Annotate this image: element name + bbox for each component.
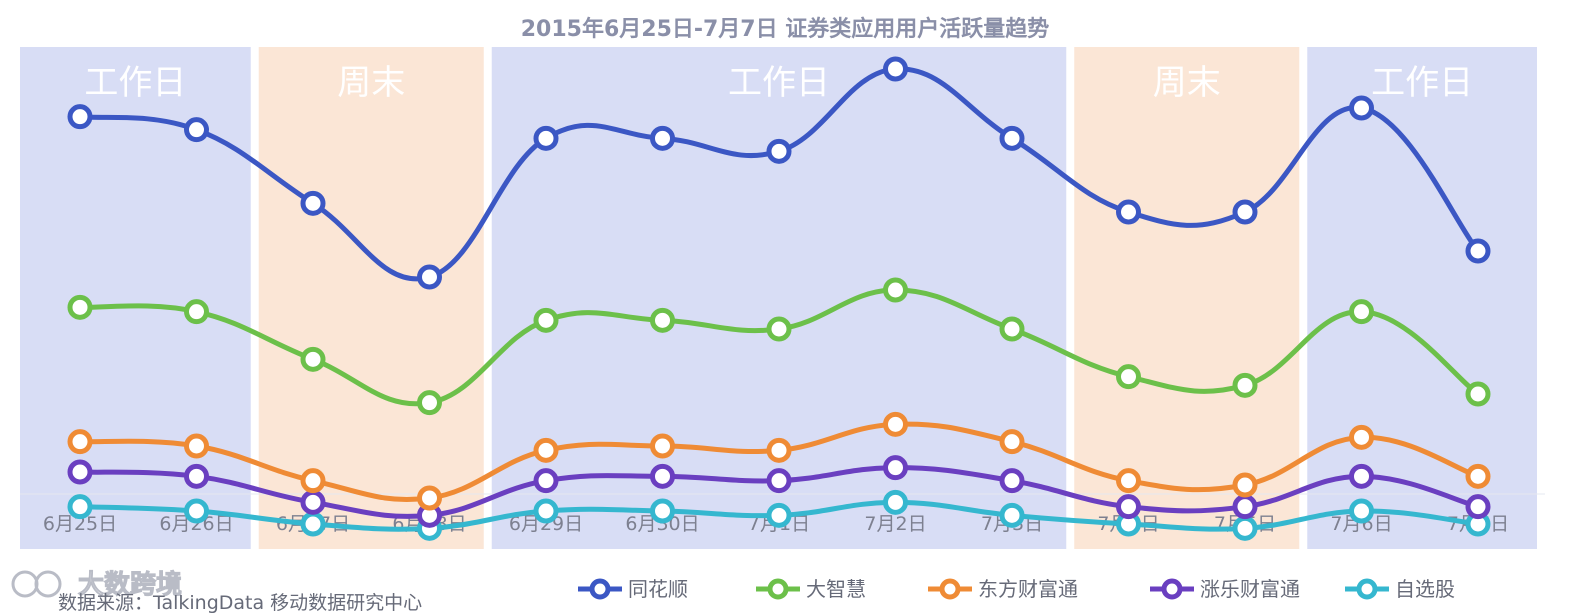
legend-label: 同花顺 — [628, 577, 688, 601]
data-point — [1232, 472, 1258, 498]
data-point — [766, 502, 792, 528]
data-point — [999, 125, 1025, 151]
data-point — [1465, 381, 1491, 407]
data-point — [1465, 494, 1491, 520]
data-point — [67, 294, 93, 320]
legend-label: 涨乐财富通 — [1200, 577, 1300, 601]
chart-title: 2015年6月25日-7月7日 证券类应用用户活跃量趋势 — [521, 16, 1050, 42]
band-label-3: 周末 — [1153, 63, 1221, 103]
data-point — [1232, 494, 1258, 520]
data-point — [184, 463, 209, 489]
data-point — [184, 498, 209, 524]
data-point — [1116, 364, 1141, 390]
data-point — [883, 277, 908, 303]
legend-label: 自选股 — [1395, 577, 1455, 601]
data-point — [650, 498, 675, 524]
data-point — [300, 468, 326, 494]
data-point — [67, 429, 93, 455]
legend: 同花顺 大智慧 东方财富通 涨乐财富通 自选股 — [578, 577, 1455, 601]
data-point — [766, 316, 792, 342]
data-point — [1465, 463, 1491, 489]
data-point — [650, 433, 675, 459]
series-points — [67, 56, 1491, 541]
data-point — [67, 494, 93, 520]
legend-marker — [589, 578, 611, 600]
data-point — [300, 511, 326, 537]
background-bands: 工作日 周末 工作日 周末 工作日 — [20, 47, 1537, 549]
data-point — [650, 463, 675, 489]
data-point — [883, 411, 908, 437]
x-tick-label: 6月25日 — [43, 513, 117, 535]
data-point — [533, 307, 559, 333]
data-point — [1116, 199, 1141, 225]
data-point — [1349, 95, 1374, 121]
band-workday-4 — [1307, 47, 1537, 549]
data-point — [883, 489, 908, 515]
watermark-logo-icon-2 — [34, 570, 62, 598]
data-point — [67, 459, 93, 485]
data-point — [417, 264, 442, 290]
data-point — [1116, 494, 1141, 520]
data-point — [766, 437, 792, 463]
legend-marker — [767, 578, 789, 600]
band-label-4: 工作日 — [1371, 63, 1473, 103]
data-point — [533, 498, 559, 524]
data-point — [1465, 238, 1491, 264]
data-point — [999, 429, 1025, 455]
data-point — [1232, 515, 1258, 541]
data-point — [184, 433, 209, 459]
data-point — [883, 455, 908, 481]
x-tick-label: 7月6日 — [1330, 513, 1392, 535]
data-point — [1232, 372, 1258, 398]
data-point — [650, 307, 675, 333]
data-point — [417, 485, 442, 511]
data-source: 数据来源：TalkingData 移动数据研究中心 — [58, 592, 422, 613]
data-point — [1349, 498, 1374, 524]
data-point — [184, 299, 209, 325]
x-tick-label: 7月2日 — [864, 513, 926, 535]
data-point — [766, 138, 792, 164]
legend-marker — [1161, 578, 1183, 600]
legend-marker — [1356, 578, 1378, 600]
data-point — [533, 468, 559, 494]
legend-marker — [939, 578, 961, 600]
data-point — [1232, 199, 1258, 225]
data-point — [650, 125, 675, 151]
data-point — [999, 468, 1025, 494]
x-tick-label: 6月30日 — [625, 513, 699, 535]
x-tick-label: 6月29日 — [509, 513, 583, 535]
data-point — [533, 437, 559, 463]
data-point — [417, 390, 442, 416]
data-point — [1349, 424, 1374, 450]
data-point — [1116, 468, 1141, 494]
data-point — [883, 56, 908, 82]
data-point — [300, 190, 326, 216]
data-point — [300, 489, 326, 515]
data-point — [766, 468, 792, 494]
band-weekend-3 — [1074, 47, 1300, 549]
data-point — [999, 502, 1025, 528]
watermark-text: 大数跨境 — [78, 569, 182, 600]
data-point — [1349, 299, 1374, 325]
band-label-2: 工作日 — [728, 63, 830, 103]
legend-label: 大智慧 — [806, 577, 866, 601]
data-point — [184, 117, 209, 143]
legend-label: 东方财富通 — [978, 577, 1078, 601]
watermark: 大数跨境 — [11, 569, 183, 601]
band-workday-0 — [20, 47, 251, 549]
data-point — [300, 346, 326, 372]
x-tick-label: 6月26日 — [159, 513, 233, 535]
data-point — [999, 316, 1025, 342]
data-point — [67, 104, 93, 130]
band-workday-2 — [491, 47, 1067, 549]
band-weekend-1 — [258, 47, 484, 549]
data-point — [1349, 463, 1374, 489]
data-point — [533, 125, 559, 151]
band-label-0: 工作日 — [84, 63, 186, 103]
watermark-logo-icon — [11, 570, 39, 598]
band-label-1: 周末 — [337, 63, 405, 103]
